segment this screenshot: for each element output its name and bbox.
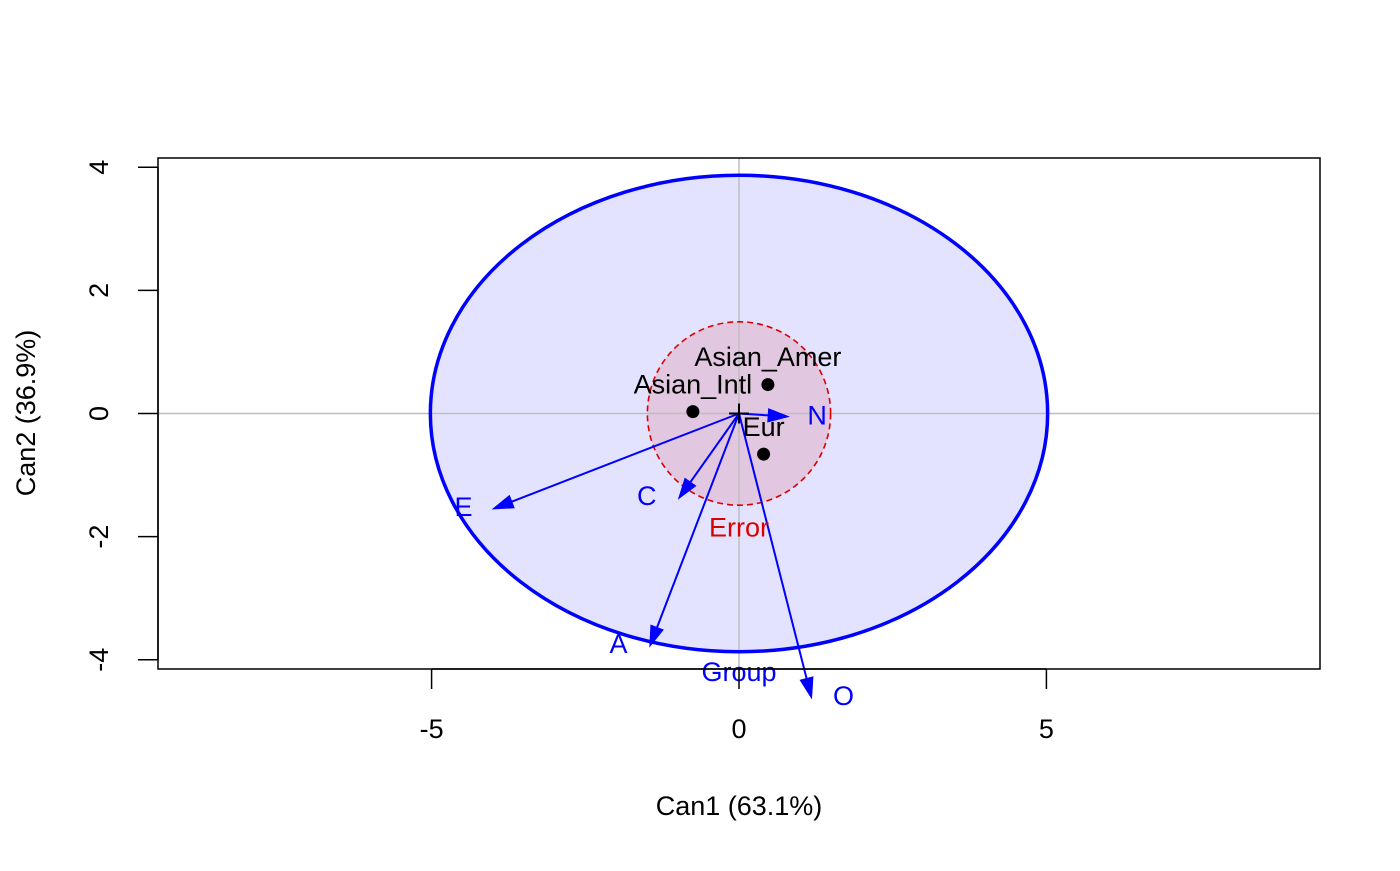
error-ellipse	[646, 320, 832, 507]
point-asian-amer-label: Asian_Amer	[694, 342, 841, 372]
vector-a-label: A	[609, 629, 627, 659]
y-tick-label-3: 2	[84, 283, 114, 298]
vector-o-label: O	[833, 681, 854, 711]
x-tick-label-0: -5	[420, 714, 444, 744]
point-asian-amer	[761, 378, 775, 392]
vector-c-line	[689, 412, 740, 483]
vector-e-label: E	[455, 492, 473, 522]
vector-n-arrowhead	[767, 408, 790, 423]
vector-n-label: N	[807, 401, 827, 431]
y-tick-label-0: -4	[84, 648, 114, 672]
error-ellipse-label: Error	[709, 512, 769, 542]
vector-e-arrowhead	[491, 494, 515, 510]
x-axis-label: Can1 (63.1%)	[656, 791, 823, 821]
group-ellipse	[428, 173, 1050, 654]
vector-e-line	[511, 412, 740, 503]
point-eur-label: Eur	[743, 412, 785, 442]
point-asian-intl-label: Asian_Intl	[634, 369, 753, 399]
y-tick-label-1: -2	[84, 525, 114, 549]
vector-c-arrowhead	[677, 477, 697, 500]
y-axis-label: Can2 (36.9%)	[11, 330, 41, 497]
point-asian-intl	[686, 405, 700, 419]
point-eur	[757, 447, 771, 461]
x-tick-label-1: 0	[731, 714, 746, 744]
vector-a-arrowhead	[649, 624, 664, 648]
x-tick-label-2: 5	[1039, 714, 1054, 744]
vector-a-line	[656, 413, 740, 628]
vector-c-label: C	[637, 481, 657, 511]
vector-o-arrowhead	[799, 676, 814, 700]
y-tick-label-4: 4	[84, 160, 114, 175]
y-tick-label-2: 0	[84, 406, 114, 421]
vector-o-line	[738, 413, 808, 679]
